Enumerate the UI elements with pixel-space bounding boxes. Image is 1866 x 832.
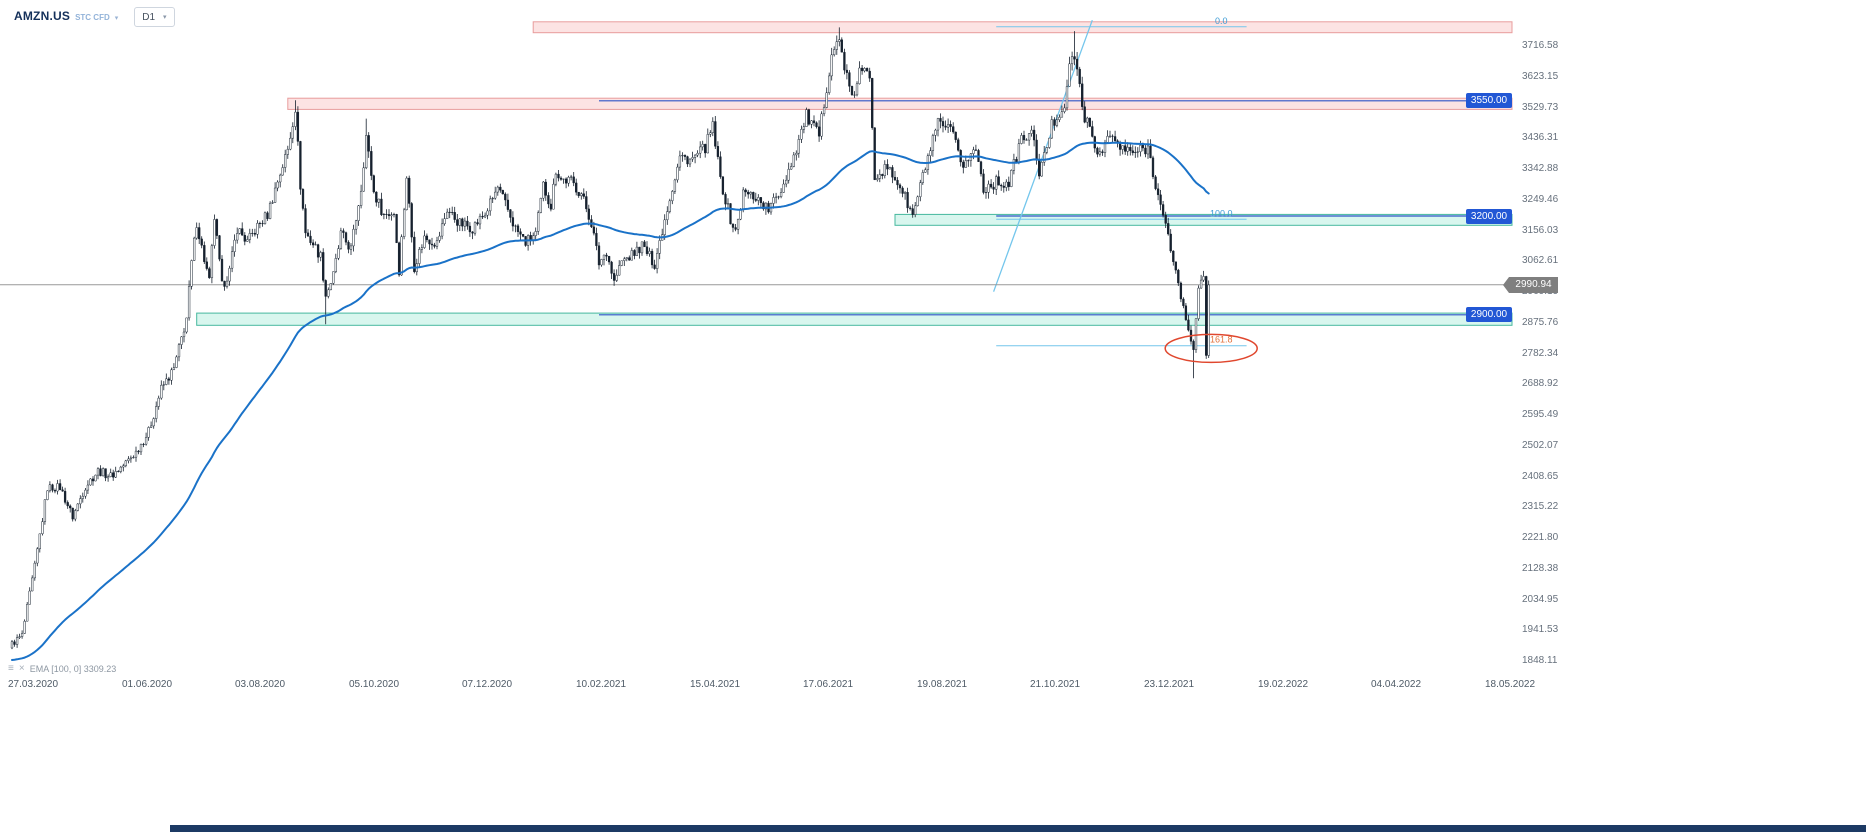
fib-label-0.0: 0.0 [1215, 16, 1228, 26]
date-axis-tick: 17.06.2021 [803, 679, 854, 690]
date-axis-tick: 15.04.2021 [690, 679, 741, 690]
price-axis-tick: 3249.46 [1522, 194, 1559, 205]
price-axis-tick: 2221.80 [1522, 532, 1559, 543]
trendline[interactable] [992, 19, 1093, 292]
date-axis-tick: 05.10.2020 [349, 679, 400, 690]
indicator-label: EMA [100, 0] 3309.23 [29, 664, 117, 674]
date-axis-tick: 19.02.2022 [1258, 679, 1309, 690]
indicator-row: ≡ × EMA [100, 0] 3309.23 [8, 663, 117, 675]
fib-label-161.8: 161.8 [1210, 335, 1233, 345]
price-axis-tick: 1941.53 [1522, 624, 1559, 635]
candles-down [13, 39, 1208, 645]
price-axis-tick: 2595.49 [1522, 409, 1559, 420]
symbol-name[interactable]: AMZN.US [14, 9, 71, 23]
date-axis-tick: 18.05.2022 [1485, 679, 1536, 690]
date-axis-tick: 10.02.2021 [576, 679, 627, 690]
price-axis-tick: 2315.22 [1522, 501, 1559, 512]
price-axis-tick: 3436.31 [1522, 132, 1559, 143]
price-axis-tick: 2688.92 [1522, 378, 1559, 389]
price-axis-tick: 2034.95 [1522, 594, 1559, 605]
demand-zone-3200[interactable] [894, 213, 1513, 226]
chevron-down-icon[interactable]: ▾ [114, 15, 119, 22]
price-axis-tick: 2782.34 [1522, 348, 1559, 359]
price-axis-tick: 2128.38 [1522, 563, 1559, 574]
price-level-badge: 2900.00 [1466, 307, 1512, 322]
date-axis-tick: 27.03.2020 [8, 679, 59, 690]
instrument-type-label: STC CFD [75, 13, 110, 22]
date-axis-tick: 23.12.2021 [1144, 679, 1195, 690]
indicator-remove-icon[interactable]: × [18, 663, 25, 674]
timeframe-label: D1 [142, 11, 156, 23]
candlestick-chart[interactable]: 0.0 100.0 161.8 [0, 0, 1516, 700]
demand-zone-2900[interactable] [196, 312, 1513, 326]
highlight-ellipse[interactable] [1164, 333, 1258, 364]
price-axis-tick: 3342.88 [1522, 163, 1559, 174]
price-level-badge: 3200.00 [1466, 209, 1512, 224]
date-axis-tick: 19.08.2021 [917, 679, 968, 690]
date-axis-tick: 03.08.2020 [235, 679, 286, 690]
current-price-badge: 2990.94 [1503, 277, 1558, 293]
price-axis-tick: 3062.61 [1522, 255, 1559, 266]
ema-line[interactable] [11, 141, 1210, 661]
price-axis-tick: 3716.58 [1522, 40, 1559, 51]
price-axis-tick: 2875.76 [1522, 317, 1559, 328]
date-axis[interactable]: 27.03.2020 01.06.2020 03.08.2020 05.10.2020… [0, 679, 1600, 693]
price-axis[interactable]: 3716.58 3623.15 3529.73 3436.31 3342.88 3249.… [1516, 0, 1586, 700]
supply-zone-3550[interactable] [287, 97, 1513, 110]
chart-plot-area[interactable]: 0.0 100.0 161.8 [0, 0, 1516, 700]
candles-up [10, 39, 1210, 649]
price-axis-tick: 3623.15 [1522, 71, 1559, 82]
price-axis-tick: 3156.03 [1522, 225, 1559, 236]
price-axis-tick: 3529.73 [1522, 102, 1559, 113]
candle-wicks [11, 27, 1210, 650]
chart-header: AMZN.US STC CFD ▾ D1 ▾ [14, 7, 175, 27]
date-axis-tick: 01.06.2020 [122, 679, 173, 690]
price-level-badge: 3550.00 [1466, 93, 1512, 108]
price-axis-tick: 2502.07 [1522, 440, 1559, 451]
date-axis-tick: 21.10.2021 [1030, 679, 1081, 690]
price-axis-tick: 2408.65 [1522, 471, 1559, 482]
timeframe-selector[interactable]: D1 ▾ [134, 7, 175, 27]
date-axis-tick: 04.04.2022 [1371, 679, 1422, 690]
symbol-header: AMZN.US STC CFD ▾ [14, 9, 118, 23]
chevron-down-icon: ▾ [163, 14, 167, 21]
date-axis-tick: 07.12.2020 [462, 679, 513, 690]
fib-label-100.0: 100.0 [1210, 208, 1233, 218]
indicator-settings-icon[interactable]: ≡ [8, 663, 14, 674]
price-axis-tick: 1848.11 [1522, 655, 1558, 666]
chart-scrollbar[interactable] [170, 825, 1866, 832]
